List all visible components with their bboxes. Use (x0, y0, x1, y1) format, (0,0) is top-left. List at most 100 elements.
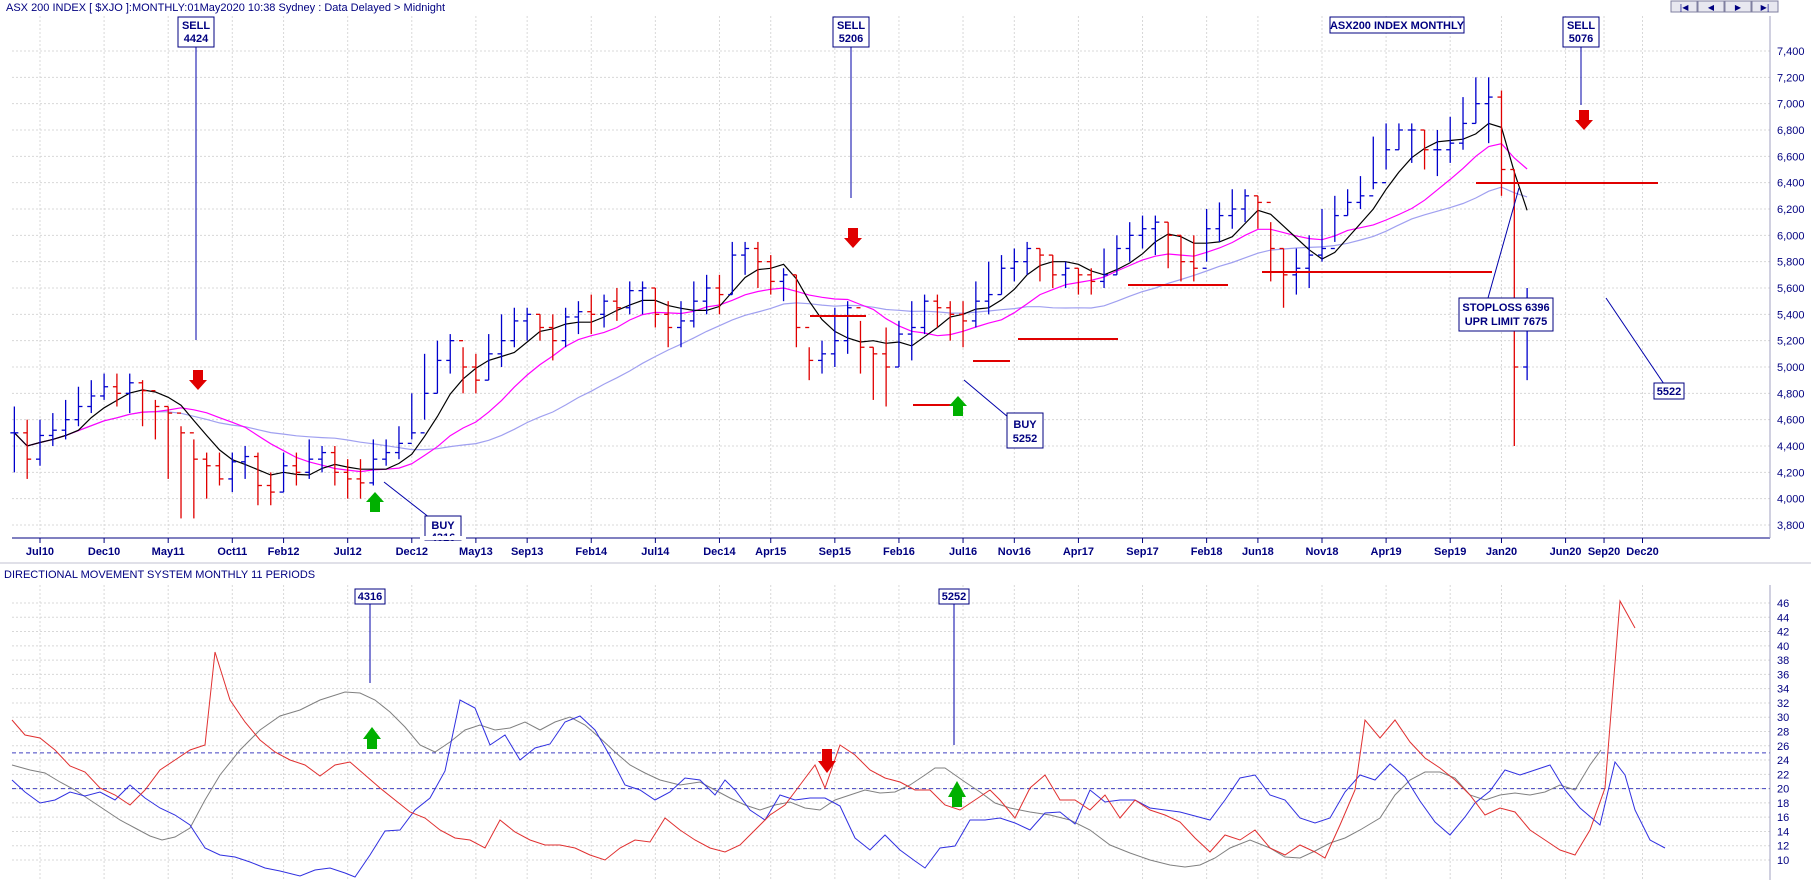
ohlc-bar (843, 301, 852, 354)
ohlc-bar (587, 294, 596, 335)
price-y-tick: 6,800 (1777, 125, 1805, 137)
ohlc-bar (1369, 136, 1378, 197)
ohlc-bar (330, 446, 339, 486)
ohlc-bar (1446, 116, 1455, 163)
ohlc-bar (959, 301, 968, 348)
price-x-tick: Sep13 (511, 546, 543, 558)
up-arrow-2 (949, 396, 967, 416)
ohlc-bar (305, 439, 314, 479)
chart-title-box: ASX200 INDEX MONTHLY (1329, 16, 1465, 34)
buy1-label: BUY (431, 520, 455, 532)
ohlc-bar (600, 294, 609, 328)
ohlc-bar (1023, 241, 1032, 275)
ohlc-bar (164, 405, 173, 479)
ohlc-bar (882, 327, 891, 407)
ohlc-bar (382, 439, 391, 466)
buy-signal-2: BUY 5252 (963, 379, 1044, 449)
ohlc-bar (1253, 195, 1262, 229)
ohlc-bar (625, 281, 634, 315)
ohlc-bar (1048, 254, 1057, 288)
ohlc-bar (1407, 123, 1416, 163)
ohlc-bar (869, 346, 878, 400)
nav-prev-button[interactable]: ◀ (1697, 0, 1725, 13)
ohlc-bar (1138, 215, 1147, 249)
ohlc-bar (112, 373, 121, 407)
price-x-tick: Dec12 (396, 546, 428, 558)
upper-limit-label: UPR LIMIT 7675 (1465, 316, 1548, 328)
dmi-y-tick: 24 (1777, 755, 1789, 767)
price-y-tick: 7,200 (1777, 72, 1805, 84)
ohlc-bar (266, 472, 275, 506)
ohlc-bar (74, 386, 83, 427)
price-x-tick: May13 (459, 546, 493, 558)
ohlc-bar (561, 307, 570, 348)
ohlc-bar (407, 393, 416, 445)
ohlc-bar (471, 353, 480, 394)
dmi-label-4316: 4316 (358, 591, 382, 603)
ohlc-bar (1228, 189, 1237, 229)
ohlc-bar (125, 373, 134, 414)
ohlc-bar (766, 255, 775, 295)
nav-first-button[interactable]: |◀ (1670, 0, 1698, 13)
dmi-y-tick: 12 (1777, 841, 1789, 853)
price-y-tick: 3,800 (1777, 520, 1805, 532)
price-arrows (189, 110, 1593, 512)
price-x-tick: Apr19 (1371, 546, 1402, 558)
ohlc-bar (1241, 189, 1250, 223)
ohlc-bar (946, 301, 955, 341)
price-panel: 7,400 7,200 7,000 6,800 6,600 6,400 6,200 6,000… (10, 16, 1805, 558)
ohlc-bar (1356, 176, 1365, 209)
ohlc-bar (971, 281, 980, 328)
price-x-tick: Dec14 (703, 546, 736, 558)
ohlc-bars (10, 77, 1532, 519)
nav-next-label: ▶ (1735, 3, 1742, 12)
ohlc-bar (997, 255, 1006, 296)
price-y-tick: 5,200 (1777, 336, 1805, 348)
price-x-tick: Jul10 (26, 546, 54, 558)
ohlc-bar (574, 301, 583, 335)
dmi-annotations: 4316 5252 (354, 588, 970, 807)
price-y-tick: 4,800 (1777, 388, 1805, 400)
ohlc-bar (1433, 130, 1442, 177)
nav-first-label: |◀ (1680, 3, 1690, 12)
price-x-tick: Oct11 (217, 546, 247, 558)
nav-last-button[interactable]: ▶| (1751, 0, 1779, 13)
ohlc-bar (1061, 261, 1070, 288)
dmi-up-arrow-1 (363, 727, 381, 749)
price-x-tick: Jul12 (334, 546, 362, 558)
ohlc-bar (805, 326, 814, 381)
ohlc-bar (292, 452, 301, 486)
price-x-tick: Feb16 (883, 546, 915, 558)
price-x-tick: Jan20 (1486, 546, 1517, 558)
last-value-box: 5522 (1605, 297, 1685, 400)
dmi-y-tick: 16 (1777, 812, 1789, 824)
dmi-panel: DIRECTIONAL MOVEMENT SYSTEM MONTHLY 11 P… (4, 569, 1789, 880)
window-title: ASX 200 INDEX [ $XJO ]:MONTHLY:01May2020… (6, 2, 445, 14)
ohlc-bar (1176, 234, 1185, 282)
down-arrow-3 (1575, 110, 1593, 130)
price-y-tick: 4,400 (1777, 441, 1805, 453)
ohlc-bar (1343, 189, 1352, 217)
ohlc-bar (1484, 77, 1493, 144)
price-x-tick: Nov16 (998, 546, 1031, 558)
price-y-tick: 7,400 (1777, 46, 1805, 58)
price-x-tick: Sep19 (1434, 546, 1466, 558)
ohlc-bar (510, 307, 519, 348)
sell-signal-1: SELL 4424 (177, 16, 215, 340)
nav-buttons: |◀ ◀ ▶ ▶| (1670, 0, 1779, 13)
ohlc-bar (702, 274, 711, 315)
nav-next-button[interactable]: ▶ (1724, 0, 1752, 13)
ohlc-bar (356, 459, 365, 499)
ohlc-bar (779, 268, 788, 302)
price-x-tick: Apr17 (1063, 546, 1094, 558)
ohlc-bar (241, 446, 250, 479)
price-y-tick: 5,000 (1777, 362, 1805, 374)
ohlc-bar (612, 288, 621, 321)
buy2-label: BUY (1013, 419, 1037, 431)
nav-last-label: ▶| (1761, 3, 1770, 12)
up-arrow-1 (366, 492, 384, 512)
ohlc-bar (138, 380, 147, 427)
dmi-y-tick: 10 (1777, 855, 1789, 867)
ohlc-bar (433, 340, 442, 394)
